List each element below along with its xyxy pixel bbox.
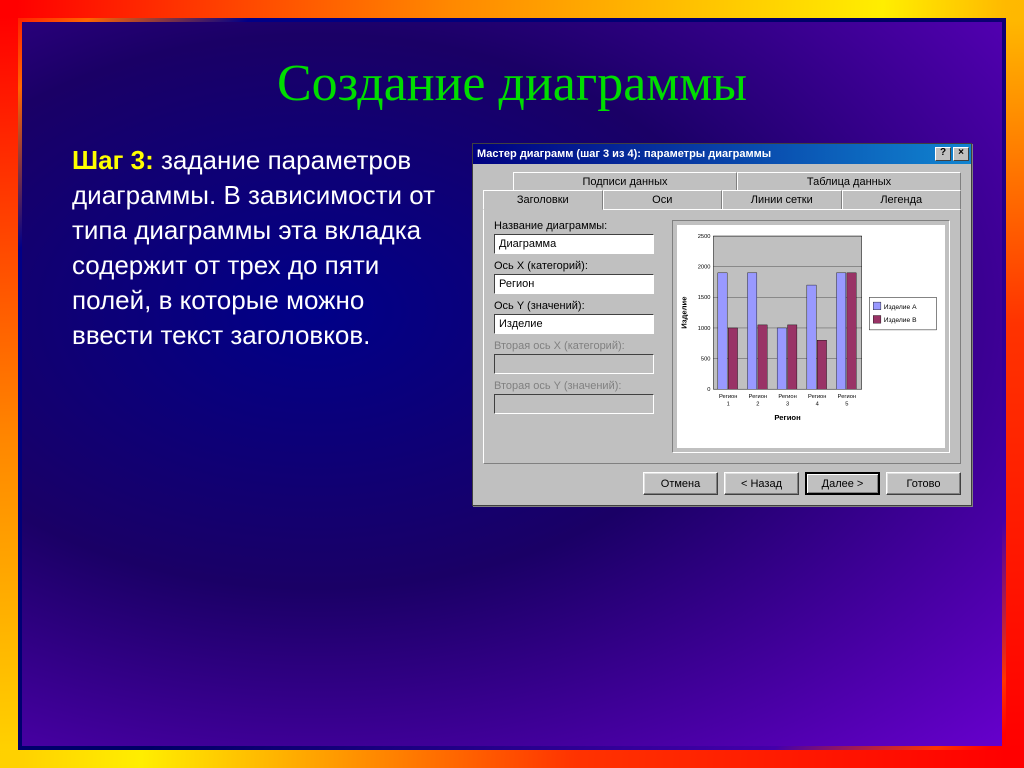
chart-wizard-dialog: Мастер диаграмм (шаг 3 из 4): параметры …: [472, 143, 972, 506]
svg-text:Регион: Регион: [778, 394, 796, 400]
svg-text:1500: 1500: [698, 295, 711, 301]
tab-titles[interactable]: Заголовки: [483, 190, 603, 210]
svg-text:3: 3: [786, 401, 789, 407]
field-input-4: [494, 394, 654, 414]
svg-text:Регион: Регион: [749, 394, 767, 400]
svg-text:Регион: Регион: [774, 413, 801, 422]
svg-text:500: 500: [701, 356, 711, 362]
field-label-2: Ось Y (значений):: [494, 300, 664, 312]
tab-data-labels[interactable]: Подписи данных: [513, 172, 737, 191]
tab-data-table[interactable]: Таблица данных: [737, 172, 961, 191]
next-button[interactable]: Далее >: [805, 472, 880, 495]
svg-text:Регион: Регион: [838, 394, 856, 400]
finish-button[interactable]: Готово: [886, 472, 961, 495]
svg-text:Изделие: Изделие: [680, 297, 689, 329]
svg-text:1: 1: [727, 401, 730, 407]
svg-text:2: 2: [756, 401, 759, 407]
svg-text:1000: 1000: [698, 326, 711, 332]
dialog-button-row: Отмена < Назад Далее > Готово: [483, 464, 961, 495]
titles-form: Название диаграммы: Ось X (категорий): Ось…: [494, 220, 664, 453]
step-label: Шаг 3:: [72, 145, 154, 175]
svg-text:Регион: Регион: [808, 394, 826, 400]
chart-preview-svg: 05001000150020002500Регион1Регион2Регион…: [677, 225, 945, 448]
svg-text:4: 4: [816, 401, 820, 407]
dialog-title-bar[interactable]: Мастер диаграмм (шаг 3 из 4): параметры …: [473, 144, 971, 164]
field-label-0: Название диаграммы:: [494, 220, 664, 232]
slide-body: задание параметров диаграммы. В зависимо…: [72, 145, 435, 350]
help-button[interactable]: ?: [935, 147, 951, 161]
tab-row-back: Подписи данных Таблица данных: [483, 172, 961, 191]
tab-gridlines[interactable]: Линии сетки: [722, 190, 842, 209]
svg-text:Регион: Регион: [719, 394, 737, 400]
slide-title: Создание диаграммы: [22, 22, 1002, 133]
tab-legend[interactable]: Легенда: [842, 190, 962, 209]
field-input-2[interactable]: [494, 314, 654, 334]
back-button[interactable]: < Назад: [724, 472, 799, 495]
svg-text:2500: 2500: [698, 234, 711, 240]
svg-text:Изделие A: Изделие A: [884, 304, 917, 311]
svg-text:0: 0: [707, 387, 710, 393]
slide-body-text: Шаг 3: задание параметров диаграммы. В з…: [72, 143, 452, 506]
field-input-3: [494, 354, 654, 374]
field-input-0[interactable]: [494, 234, 654, 254]
field-input-1[interactable]: [494, 274, 654, 294]
tab-axes[interactable]: Оси: [603, 190, 723, 209]
close-button[interactable]: ×: [953, 147, 969, 161]
svg-text:2000: 2000: [698, 265, 711, 271]
field-label-4: Вторая ось Y (значений):: [494, 380, 664, 392]
tab-content: Название диаграммы: Ось X (категорий): Ось…: [483, 209, 961, 464]
field-label-1: Ось X (категорий):: [494, 260, 664, 272]
svg-text:5: 5: [845, 401, 848, 407]
cancel-button[interactable]: Отмена: [643, 472, 718, 495]
field-label-3: Вторая ось X (категорий):: [494, 340, 664, 352]
tab-row-front: Заголовки Оси Линии сетки Легенда: [483, 190, 961, 209]
svg-text:Изделие B: Изделие B: [884, 317, 917, 324]
chart-preview: 05001000150020002500Регион1Регион2Регион…: [672, 220, 950, 453]
dialog-title: Мастер диаграмм (шаг 3 из 4): параметры …: [477, 148, 771, 160]
